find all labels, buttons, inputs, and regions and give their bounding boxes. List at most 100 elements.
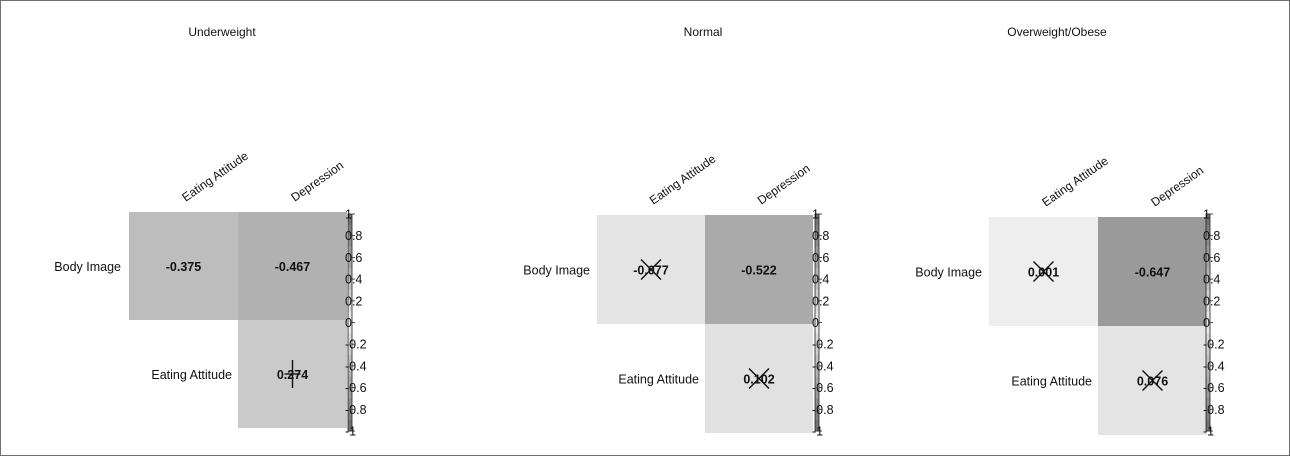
colorbar-tick-label: 0.2 — [345, 294, 362, 308]
colorbar-segment — [1206, 387, 1210, 399]
colorbar-segment — [348, 355, 352, 367]
row-label: Body Image — [915, 266, 982, 280]
heatmap-cell — [705, 215, 813, 324]
colorbar-tick-label: -0.2 — [1203, 338, 1225, 352]
colorbar-segment — [348, 235, 352, 247]
nonsignificant-cross-mark — [640, 259, 662, 280]
colorbar-tick-label: -0.2 — [812, 338, 834, 352]
colorbar-segment — [815, 355, 819, 367]
colorbar-segment — [815, 420, 819, 432]
colorbar-segment — [348, 257, 352, 269]
panel-title: Overweight/Obese — [1007, 25, 1107, 39]
colorbar-segment — [348, 224, 352, 236]
colorbar-tick-label: -0.8 — [1203, 403, 1225, 417]
colorbar-tick-label: 0.8 — [345, 229, 362, 243]
cell-value: -0.467 — [275, 260, 310, 274]
colorbar-tick-label: 0.2 — [1203, 294, 1220, 308]
colorbar-segment — [348, 289, 352, 302]
colorbar-segment — [1206, 311, 1210, 323]
row-label: Body Image — [54, 260, 121, 274]
colorbar-tick-label: -1 — [345, 425, 356, 439]
colorbar-tick-label: 0.8 — [812, 229, 829, 243]
colorbar-segment — [815, 279, 819, 291]
colorbar-segment — [815, 257, 819, 269]
heatmap-cell — [129, 212, 238, 320]
colorbar-segment — [815, 376, 819, 388]
colorbar-tick-label: 0 — [345, 316, 352, 330]
colorbar-segment — [815, 224, 819, 236]
colorbar-segment — [1206, 355, 1210, 367]
colorbar-segment — [1206, 300, 1210, 312]
colorbar-segment — [348, 322, 352, 334]
colorbar-segment — [815, 300, 819, 312]
colorbar-segment — [1206, 246, 1210, 258]
row-label: Body Image — [523, 264, 590, 278]
colorbar-segment — [348, 387, 352, 399]
colorbar-segment — [1206, 398, 1210, 410]
colorbar-segment — [348, 409, 352, 421]
colorbar-segment — [1206, 365, 1210, 378]
colorbar-segment — [348, 246, 352, 258]
colorbar-segment — [815, 333, 819, 345]
colorbar-tick-label: -1 — [812, 425, 823, 439]
colorbar-tick-label: 0 — [1203, 316, 1210, 330]
colorbar-tick-label: -0.4 — [345, 359, 367, 373]
colorbar-tick-label: 0.4 — [812, 273, 829, 287]
colorbar-segment — [815, 311, 819, 323]
heatmap-cell — [1098, 217, 1207, 326]
colorbar-tick-label: -0.8 — [345, 403, 367, 417]
cell-value: -0.375 — [166, 260, 201, 274]
nonsignificant-cross-mark — [748, 368, 770, 389]
nonsignificant-cross-mark — [1033, 261, 1054, 282]
colorbar-segment — [348, 376, 352, 388]
colorbar-segment — [815, 344, 819, 356]
colorbar-segment — [348, 279, 352, 291]
row-label: Eating Attitude — [1011, 375, 1092, 389]
panel-title: Underweight — [188, 25, 256, 39]
colorbar-segment — [1206, 409, 1210, 421]
colorbar-tick-label: -0.4 — [1203, 359, 1225, 373]
row-label: Eating Attitude — [151, 368, 232, 382]
colorbar-segment — [815, 214, 819, 226]
colorbar-tick-label: 0.2 — [812, 294, 829, 308]
colorbar-segment — [1206, 224, 1210, 236]
colorbar-segment — [1206, 214, 1210, 226]
colorbar-tick-label: 0.6 — [812, 251, 829, 265]
cell-value: -0.647 — [1135, 266, 1170, 280]
colorbar-segment — [348, 420, 352, 432]
colorbar-segment — [1206, 235, 1210, 247]
colorbar-segment — [348, 398, 352, 410]
colorbar-segment — [1206, 344, 1210, 356]
colorbar-segment — [1206, 289, 1210, 302]
colorbar-tick-label: -0.4 — [812, 359, 834, 373]
colorbar-tick-label: -0.8 — [812, 403, 834, 417]
colorbar-segment — [815, 387, 819, 399]
colorbar-segment — [348, 365, 352, 378]
colorbar-tick-label: 0.4 — [345, 273, 362, 287]
colorbar-segment — [348, 333, 352, 345]
colorbar-tick-label: -1 — [1203, 425, 1214, 439]
colorbar-tick-label: -0.2 — [345, 338, 367, 352]
colorbar-tick-label: 0.4 — [1203, 273, 1220, 287]
colorbar-segment — [348, 268, 352, 280]
colorbar-segment — [348, 214, 352, 226]
colorbar-segment — [815, 365, 819, 378]
colorbar-tick-label: -0.6 — [812, 381, 834, 395]
colorbar-tick-label: 1 — [345, 208, 352, 222]
colorbar-segment — [1206, 322, 1210, 334]
colorbar-tick-label: -0.6 — [1203, 381, 1225, 395]
colorbar-tick-label: 0.8 — [1203, 229, 1220, 243]
colorbar-tick-label: 0.6 — [1203, 251, 1220, 265]
colorbar-segment — [1206, 257, 1210, 269]
colorbar-segment — [815, 409, 819, 421]
heatmap-cell — [238, 212, 347, 320]
colorbar-segment — [348, 300, 352, 312]
colorbar-segment — [815, 235, 819, 247]
cell-value: -0.522 — [741, 264, 776, 278]
colorbar-segment — [815, 322, 819, 334]
colorbar-tick-label: 0.6 — [345, 251, 362, 265]
colorbar-tick-label: 0 — [812, 316, 819, 330]
